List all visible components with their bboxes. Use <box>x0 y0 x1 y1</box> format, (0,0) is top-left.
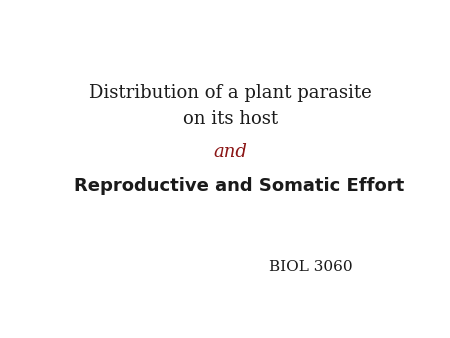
Text: Reproductive and Somatic Effort: Reproductive and Somatic Effort <box>74 177 404 195</box>
Text: on its host: on its host <box>183 110 278 128</box>
Text: BIOL 3060: BIOL 3060 <box>269 260 353 274</box>
Text: and: and <box>214 143 248 162</box>
Text: Distribution of a plant parasite: Distribution of a plant parasite <box>89 83 372 102</box>
